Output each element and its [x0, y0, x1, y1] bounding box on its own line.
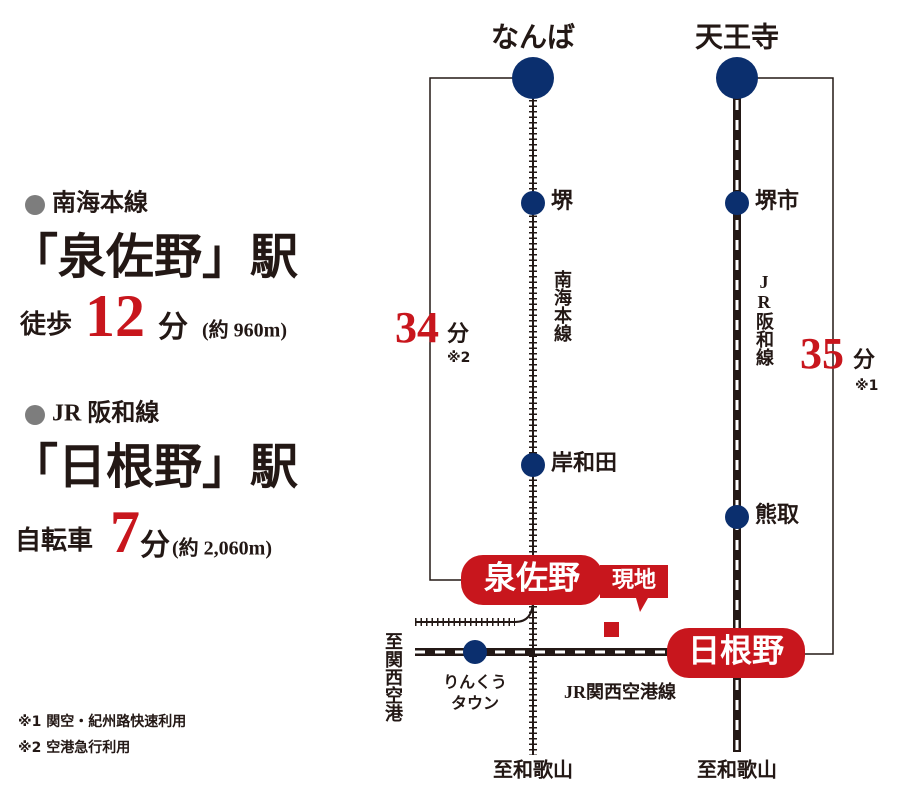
highlight-station [667, 628, 805, 678]
terminal-label: なんば [491, 21, 575, 53]
site-marker [604, 622, 619, 637]
footnote: ※2 空港急行利用 [18, 739, 130, 756]
line-label: 南海本線 [552, 269, 572, 343]
site-label: 現地 [612, 567, 656, 592]
highlight-label: 日根野 [688, 632, 784, 668]
station-name: 「泉佐野」駅 [10, 231, 298, 284]
access-time: 12 [85, 283, 145, 349]
destination-label: 至和歌山 [493, 759, 573, 782]
station [521, 191, 545, 215]
line-label: JR関西空港線 [564, 681, 676, 702]
time-bracket [429, 77, 513, 581]
highlight-label: 泉佐野 [484, 559, 580, 595]
distance: (約 2,060m) [172, 536, 272, 560]
time-unit: 分 [158, 311, 188, 344]
travel-time: 35 [800, 329, 844, 378]
destination-label: 至和歌山 [697, 759, 777, 782]
time-note: ※1 [855, 378, 878, 394]
time-unit: 分 [447, 321, 469, 346]
time-bracket [757, 77, 834, 655]
destination-label: 至関西空港 [383, 632, 403, 723]
station-label: 堺 [551, 188, 574, 213]
station-name: 「日根野」駅 [10, 441, 298, 494]
station [725, 191, 749, 215]
time-note: ※2 [447, 350, 470, 366]
time-unit: 分 [853, 347, 875, 372]
bullet [25, 405, 45, 425]
station-label: 堺市 [755, 188, 799, 213]
station-label: 熊取 [755, 502, 799, 527]
station-label: りんくう [443, 674, 507, 692]
bullet [25, 195, 45, 215]
access-time: 7 [110, 499, 140, 565]
terminal-station [512, 57, 554, 99]
line-label: JR阪和線 [754, 272, 774, 367]
line-name: JR 阪和線 [52, 399, 159, 427]
terminal-label: 天王寺 [695, 21, 779, 53]
access-mode: 徒歩 [19, 310, 72, 339]
distance: (約 960m) [202, 318, 287, 342]
station [521, 453, 545, 477]
terminal-station [716, 57, 758, 99]
station [725, 505, 749, 529]
station-label: タウン [451, 695, 499, 713]
station [463, 640, 487, 664]
travel-time: 34 [395, 303, 439, 352]
access-mode: 自転車 [15, 525, 93, 555]
time-unit: 分 [140, 529, 170, 562]
site-callout [600, 565, 668, 612]
highlight-station [461, 555, 603, 605]
footnote: ※1 関空・紀州路快速利用 [18, 713, 186, 730]
station-label: 岸和田 [551, 450, 617, 475]
line-name: 南海本線 [52, 189, 148, 217]
